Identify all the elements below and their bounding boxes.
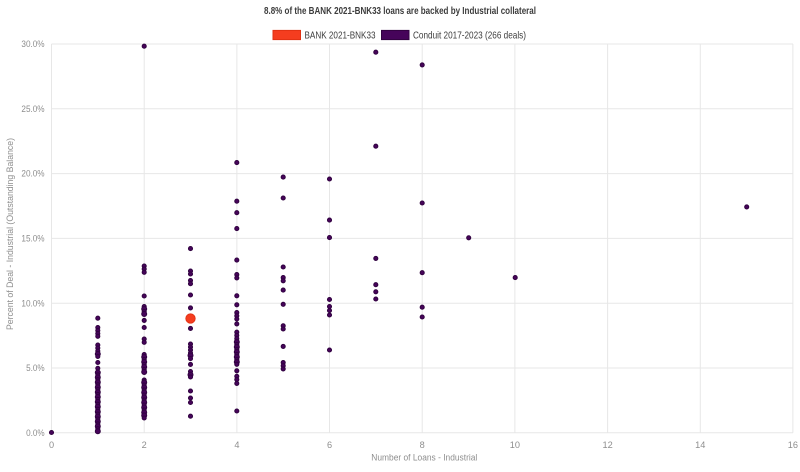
svg-text:8: 8 xyxy=(420,440,425,450)
svg-text:6: 6 xyxy=(327,440,332,450)
svg-text:2: 2 xyxy=(142,440,147,450)
svg-text:16: 16 xyxy=(788,440,798,450)
svg-text:12: 12 xyxy=(602,440,612,450)
svg-text:5.0%: 5.0% xyxy=(26,363,45,373)
svg-text:10: 10 xyxy=(510,440,520,450)
svg-text:4: 4 xyxy=(234,440,239,450)
svg-text:14: 14 xyxy=(695,440,705,450)
svg-text:BANK 2021-BNK33: BANK 2021-BNK33 xyxy=(305,31,376,42)
svg-text:20.0%: 20.0% xyxy=(21,169,44,179)
svg-text:0.0%: 0.0% xyxy=(26,428,45,438)
svg-text:25.0%: 25.0% xyxy=(21,104,44,114)
svg-text:8.8% of the BANK 2021-BNK33 lo: 8.8% of the BANK 2021-BNK33 loans are ba… xyxy=(264,6,536,17)
svg-text:30.0%: 30.0% xyxy=(21,39,44,49)
svg-text:Percent of Deal - Industrial (: Percent of Deal - Industrial (Outstandin… xyxy=(5,138,15,330)
svg-text:0: 0 xyxy=(49,440,54,450)
svg-text:10.0%: 10.0% xyxy=(21,298,44,308)
svg-text:Number of Loans - Industrial: Number of Loans - Industrial xyxy=(371,452,477,462)
svg-text:Conduit 2017-2023 (266 deals): Conduit 2017-2023 (266 deals) xyxy=(413,31,526,42)
svg-text:15.0%: 15.0% xyxy=(21,234,44,244)
